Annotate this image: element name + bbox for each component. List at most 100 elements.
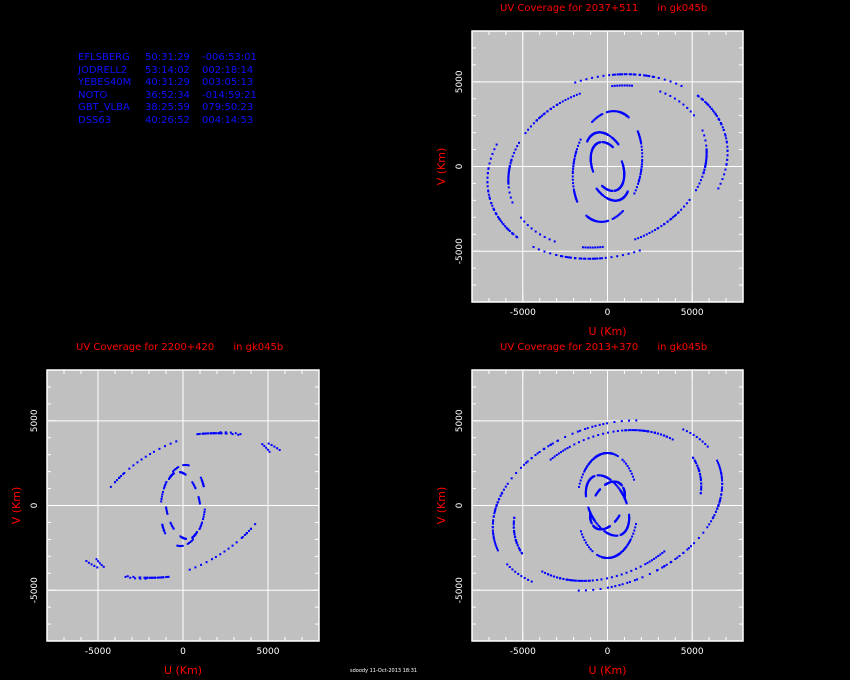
uv-point xyxy=(629,539,632,542)
uv-point xyxy=(589,159,592,162)
uv-point xyxy=(595,220,598,223)
uv-point xyxy=(617,199,620,202)
uv-point xyxy=(525,461,528,464)
x-tick-label: 5000 xyxy=(257,647,280,657)
uv-point xyxy=(692,433,695,436)
uv-point xyxy=(198,528,201,531)
uv-point xyxy=(597,220,600,223)
uv-point xyxy=(602,423,605,426)
uv-point xyxy=(711,517,714,520)
uv-point xyxy=(508,165,511,168)
uv-point xyxy=(559,577,562,580)
uv-point xyxy=(492,519,495,522)
uv-point xyxy=(569,256,572,259)
uv-point xyxy=(241,536,244,539)
uv-point xyxy=(263,444,266,447)
uv-point xyxy=(609,556,612,559)
uv-point xyxy=(212,432,215,435)
uv-point xyxy=(640,429,643,432)
uv-point xyxy=(584,489,587,492)
uv-point xyxy=(625,429,628,432)
uv-point xyxy=(708,105,711,108)
uv-point xyxy=(602,432,605,435)
uv-point xyxy=(611,73,614,76)
uv-point xyxy=(663,550,666,553)
uv-point xyxy=(588,461,591,464)
uv-point xyxy=(604,132,607,135)
uv-point xyxy=(648,560,651,563)
uv-point xyxy=(662,565,665,568)
uv-point xyxy=(699,476,702,479)
uv-point xyxy=(536,452,539,455)
uv-point xyxy=(590,166,593,169)
uv-point xyxy=(588,579,591,582)
uv-point xyxy=(496,547,499,550)
uv-point xyxy=(581,533,584,536)
uv-point xyxy=(616,534,619,537)
uv-point xyxy=(633,478,636,481)
uv-point xyxy=(507,170,510,173)
uv-point xyxy=(604,196,607,199)
uv-points xyxy=(491,419,724,592)
uv-point xyxy=(637,182,640,185)
uv-point xyxy=(575,199,578,202)
uv-point xyxy=(194,533,197,536)
uv-point xyxy=(195,531,198,534)
uv-point xyxy=(520,575,523,578)
uv-point xyxy=(517,546,520,549)
uv-point xyxy=(599,246,602,249)
uv-point xyxy=(497,498,500,501)
uv-point xyxy=(179,471,182,474)
uv-point xyxy=(663,78,666,81)
chart-title: UV Coverage for 2037+511 in gk045b xyxy=(500,3,707,14)
uv-point xyxy=(720,123,723,126)
uv-point xyxy=(583,539,586,542)
uv-point xyxy=(575,198,578,201)
uv-point xyxy=(587,506,590,509)
uv-point xyxy=(592,170,595,173)
uv-point xyxy=(152,450,155,453)
uv-point xyxy=(487,190,490,193)
uv-point xyxy=(587,437,590,440)
uv-point xyxy=(717,503,720,506)
uv-point xyxy=(635,419,638,422)
uv-point xyxy=(494,507,497,510)
uv-point xyxy=(622,168,625,171)
uv-point xyxy=(123,472,126,475)
uv-point xyxy=(207,432,210,435)
uv-point xyxy=(623,175,626,178)
uv-point xyxy=(648,572,651,575)
uv-point xyxy=(198,432,201,435)
uv-point xyxy=(639,429,642,432)
x-tick-label: 0 xyxy=(180,647,186,657)
uv-point xyxy=(628,84,631,87)
uv-point xyxy=(585,214,588,217)
uv-point xyxy=(488,162,491,165)
uv-point xyxy=(181,544,184,547)
uv-point xyxy=(148,576,151,579)
uv-point xyxy=(526,224,529,227)
uv-point xyxy=(680,84,683,87)
uv-point xyxy=(660,225,663,228)
uv-point xyxy=(622,164,625,167)
uv-point xyxy=(109,485,112,488)
uv-point xyxy=(574,579,577,582)
uv-point xyxy=(584,492,587,495)
uv-point xyxy=(622,548,625,551)
uv-point xyxy=(552,105,555,108)
uv-point xyxy=(678,554,681,557)
uv-point xyxy=(511,201,514,204)
uv-point xyxy=(550,443,553,446)
uv-point xyxy=(593,257,596,260)
uv-point xyxy=(621,161,624,164)
y-tick-label: 5000 xyxy=(30,409,40,432)
uv-point xyxy=(574,196,577,199)
uv-point xyxy=(118,477,121,480)
uv-point xyxy=(701,129,704,132)
uv-point xyxy=(689,545,692,548)
uv-point xyxy=(620,573,623,576)
uv-point xyxy=(215,432,218,435)
uv-point xyxy=(573,579,576,582)
uv-point xyxy=(506,563,509,566)
uv-point xyxy=(604,530,607,533)
